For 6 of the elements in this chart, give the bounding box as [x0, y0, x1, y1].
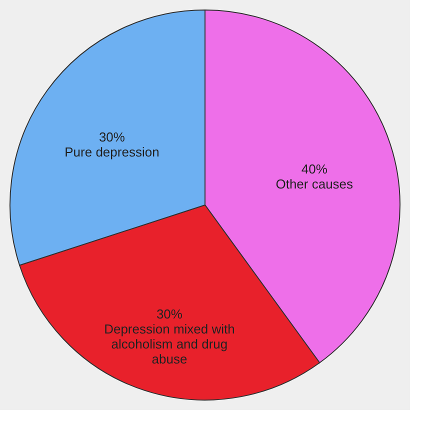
slice-label: Depression mixed with alcoholism and drug abuse [104, 321, 235, 366]
slice-label: Pure depression [64, 144, 160, 160]
slice-label: Other causes [276, 176, 354, 192]
data-label: 30% [98, 129, 126, 144]
data-label: 40% [301, 161, 328, 176]
data-label: 30% [156, 306, 183, 322]
